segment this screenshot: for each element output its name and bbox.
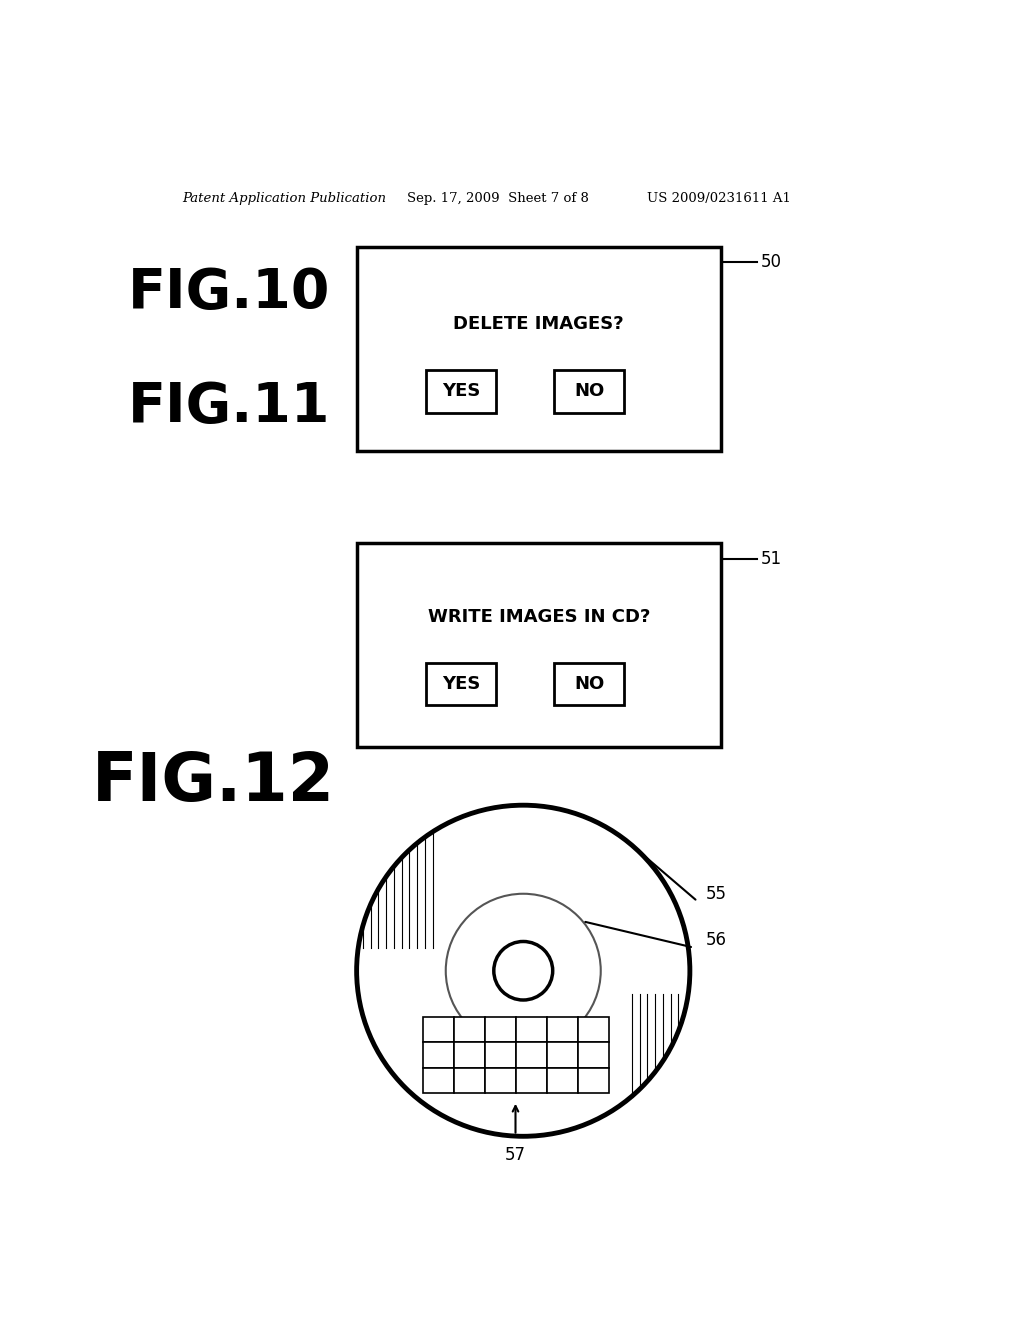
Bar xyxy=(547,1016,578,1043)
Bar xyxy=(578,1043,608,1068)
Text: Patent Application Publication: Patent Application Publication xyxy=(182,191,386,205)
Text: FIG.10: FIG.10 xyxy=(128,267,330,321)
Text: FIG.12: FIG.12 xyxy=(92,750,335,816)
Text: 56: 56 xyxy=(706,931,726,949)
Circle shape xyxy=(445,894,601,1048)
Bar xyxy=(356,544,721,747)
Text: NO: NO xyxy=(574,675,604,693)
Bar xyxy=(454,1068,484,1093)
Text: 55: 55 xyxy=(706,884,726,903)
Bar xyxy=(426,663,496,705)
Text: YES: YES xyxy=(442,675,480,693)
Bar xyxy=(578,1068,608,1093)
Text: Sep. 17, 2009  Sheet 7 of 8: Sep. 17, 2009 Sheet 7 of 8 xyxy=(407,191,589,205)
Bar xyxy=(423,1068,454,1093)
Bar xyxy=(423,1016,454,1043)
Bar xyxy=(484,1043,515,1068)
Text: 57: 57 xyxy=(505,1146,526,1164)
Bar xyxy=(515,1043,547,1068)
Bar xyxy=(547,1043,578,1068)
Bar xyxy=(423,1043,454,1068)
Text: NO: NO xyxy=(574,383,604,400)
Bar xyxy=(578,1016,608,1043)
Bar xyxy=(484,1016,515,1043)
Text: YES: YES xyxy=(442,383,480,400)
Bar xyxy=(454,1016,484,1043)
Bar xyxy=(454,1043,484,1068)
Text: FIG.11: FIG.11 xyxy=(128,380,330,434)
Bar xyxy=(356,247,721,451)
Text: US 2009/0231611 A1: US 2009/0231611 A1 xyxy=(647,191,792,205)
Circle shape xyxy=(494,941,553,1001)
Circle shape xyxy=(356,805,690,1137)
Bar xyxy=(547,1068,578,1093)
Bar xyxy=(515,1016,547,1043)
Text: DELETE IMAGES?: DELETE IMAGES? xyxy=(454,315,624,333)
Bar xyxy=(484,1068,515,1093)
Text: WRITE IMAGES IN CD?: WRITE IMAGES IN CD? xyxy=(428,607,650,626)
Bar xyxy=(426,370,496,412)
Bar xyxy=(554,370,624,412)
Bar xyxy=(515,1068,547,1093)
Text: 50: 50 xyxy=(761,253,782,272)
Bar xyxy=(554,663,624,705)
Text: 51: 51 xyxy=(761,550,782,568)
